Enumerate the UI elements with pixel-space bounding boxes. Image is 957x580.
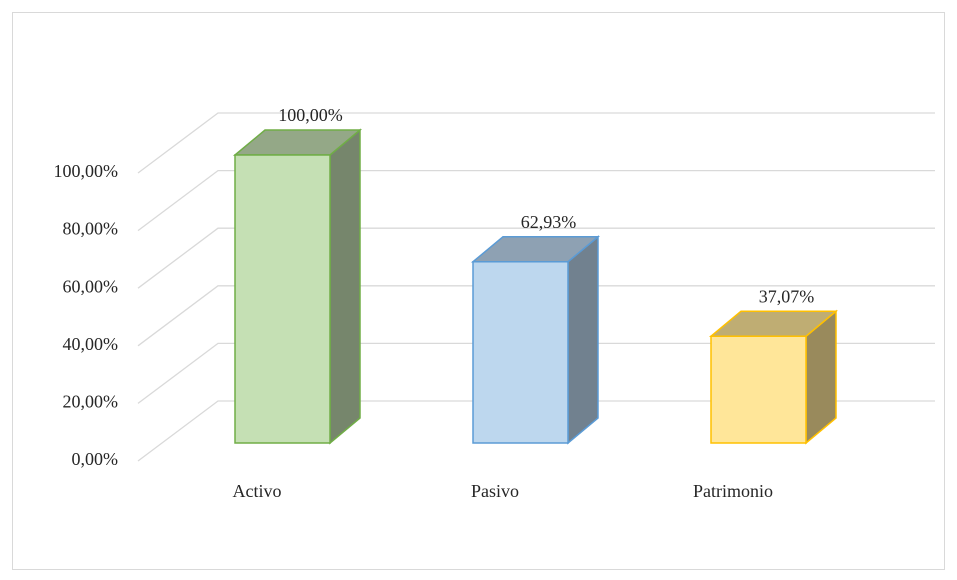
y-tick-label: 100,00%: [54, 161, 119, 181]
x-tick-label: Activo: [233, 481, 282, 501]
y-tick-label: 0,00%: [72, 449, 119, 469]
data-label: 62,93%: [521, 212, 577, 232]
grid-line: [137, 112, 935, 174]
bar-front: [710, 335, 807, 444]
y-tick-label: 80,00%: [63, 219, 119, 239]
bar-side: [567, 235, 599, 445]
y-tick-label: 40,00%: [63, 334, 119, 354]
x-tick-label: Pasivo: [471, 481, 519, 501]
grid-line: [137, 400, 935, 462]
data-label: 37,07%: [759, 286, 815, 306]
data-label: 100,00%: [278, 105, 343, 125]
y-tick-label: 60,00%: [63, 276, 119, 296]
y-tick-label: 20,00%: [63, 392, 119, 412]
bar: [708, 309, 839, 445]
grid-line: [137, 169, 935, 232]
bar: [232, 128, 363, 445]
bar-front: [472, 261, 569, 444]
grid-line: [137, 285, 935, 347]
bar-front: [234, 154, 331, 444]
grid-line: [137, 342, 935, 404]
grid-line: [137, 227, 935, 289]
bar: [470, 235, 601, 445]
bar-side: [329, 128, 361, 445]
x-tick-label: Patrimonio: [693, 481, 773, 501]
